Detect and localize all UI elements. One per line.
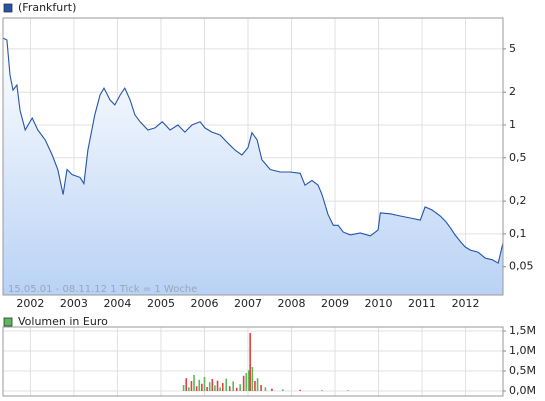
x-tick-label: 2004 bbox=[103, 297, 131, 310]
legend-swatch bbox=[3, 3, 13, 13]
volume-bar bbox=[347, 390, 349, 391]
volume-bar bbox=[208, 382, 211, 391]
y-tick-label: 1,5M bbox=[509, 324, 536, 337]
legend-label: Volumen in Euro bbox=[18, 315, 108, 328]
plot-frame bbox=[2, 326, 504, 397]
volume-bar bbox=[239, 384, 241, 391]
volume-bar bbox=[214, 385, 216, 391]
volume-bar bbox=[245, 373, 248, 391]
volume-bar bbox=[182, 385, 185, 391]
x-tick-label: 2007 bbox=[234, 297, 262, 310]
volume-bar bbox=[282, 389, 284, 391]
volume-bar bbox=[248, 370, 250, 391]
annotation: 15.05.01 - 08.11.12 1 Tick = 1 Woche bbox=[8, 284, 197, 295]
x-tick-label: 2008 bbox=[278, 297, 306, 310]
x-tick-label: 2005 bbox=[147, 297, 175, 310]
volume-bar bbox=[299, 389, 302, 391]
volume-bar bbox=[190, 381, 193, 391]
volume-bar bbox=[271, 388, 273, 391]
volume-bar bbox=[193, 375, 195, 391]
y-tick-label: 1 bbox=[509, 118, 516, 131]
plot-frame bbox=[2, 17, 504, 296]
volume-bar bbox=[198, 379, 201, 391]
x-tick-label: 2012 bbox=[452, 297, 480, 310]
volume-bar bbox=[188, 387, 190, 391]
volume-bar bbox=[251, 367, 254, 391]
volume-bar bbox=[321, 390, 323, 391]
legend-swatch bbox=[3, 317, 13, 327]
volume-bar bbox=[195, 386, 198, 391]
volume-bar bbox=[249, 333, 251, 391]
y-tick-label: 0,5M bbox=[509, 364, 536, 377]
volume-bar bbox=[235, 387, 238, 391]
volume-bar bbox=[211, 379, 214, 391]
x-tick-label: 2010 bbox=[365, 297, 393, 310]
volume-bar bbox=[201, 383, 203, 391]
volume-bar bbox=[225, 378, 228, 391]
y-tick-label: 0,05 bbox=[509, 260, 534, 273]
y-tick-label: 0,5 bbox=[509, 151, 527, 164]
y-tick-label: 2 bbox=[509, 85, 516, 98]
volume-bar bbox=[203, 377, 206, 391]
volume-bar bbox=[206, 387, 208, 391]
y-tick-label: 1,0M bbox=[509, 344, 536, 357]
volume-bar bbox=[228, 386, 231, 391]
volume-bar bbox=[216, 380, 219, 391]
x-tick-label: 2011 bbox=[408, 297, 436, 310]
x-tick-label: 2006 bbox=[190, 297, 218, 310]
x-tick-label: 2003 bbox=[60, 297, 88, 310]
volume-bar bbox=[260, 385, 262, 391]
legend-label: (Frankfurt) bbox=[18, 1, 76, 14]
volume-bar bbox=[242, 375, 245, 391]
area-fill bbox=[3, 38, 503, 295]
volume-bar bbox=[232, 381, 235, 391]
y-tick-label: 0,2 bbox=[509, 194, 527, 207]
y-tick-label: 0,0M bbox=[509, 384, 536, 397]
volume-bar bbox=[256, 378, 259, 391]
y-tick-label: 5 bbox=[509, 42, 516, 55]
x-tick-label: 2002 bbox=[16, 297, 44, 310]
y-tick-label: 0,1 bbox=[509, 227, 527, 240]
volume-bar bbox=[219, 387, 221, 391]
volume-bar bbox=[254, 381, 256, 391]
volume-bar bbox=[221, 383, 224, 391]
volume-bar bbox=[185, 378, 188, 391]
plots: 2002 2003 2004 2005 2006 2007 2008 2009 2010 2011… bbox=[2, 17, 536, 397]
x-tick-label: 2009 bbox=[321, 297, 349, 310]
volume-bar bbox=[264, 387, 267, 391]
price-line bbox=[2, 37, 504, 264]
